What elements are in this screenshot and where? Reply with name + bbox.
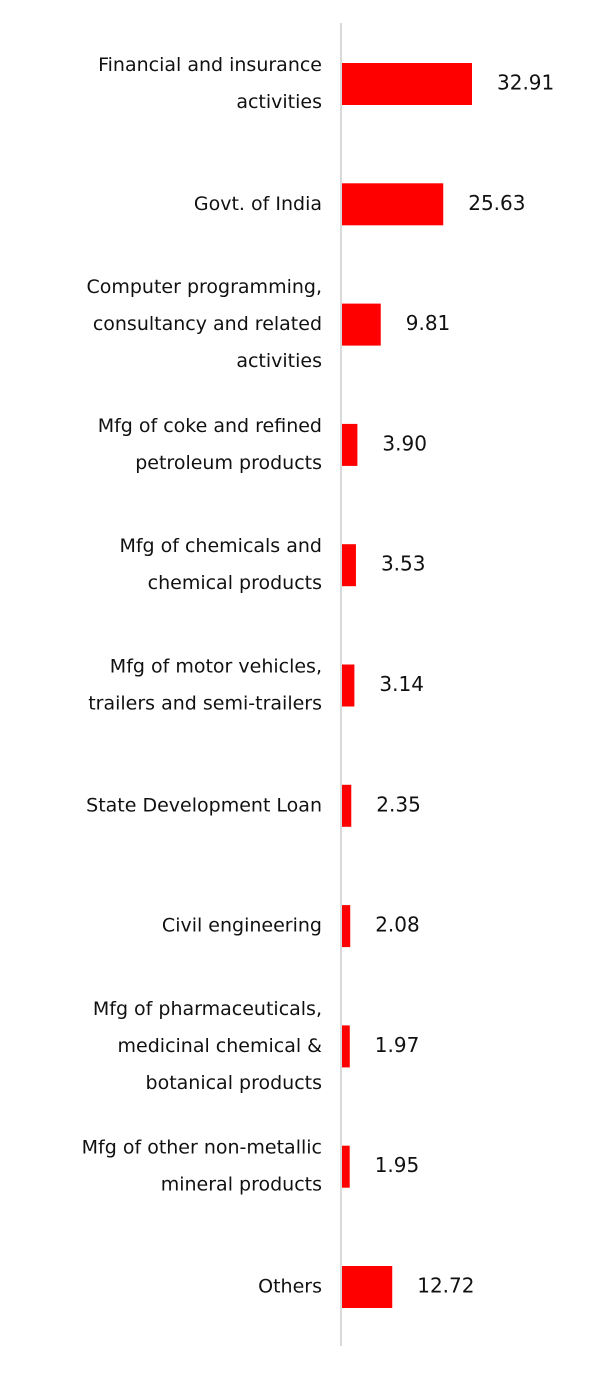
- value-label-5: 3.14: [379, 672, 424, 696]
- value-labels: 32.91 25.63 9.81 3.90 3.53 3.14 2.35 2.08 1.97 1.…: [375, 71, 555, 1298]
- category-label-line: chemical products: [148, 572, 322, 594]
- bar-9: [342, 1145, 350, 1188]
- value-label-7: 2.08: [375, 913, 420, 937]
- category-label-3: Mfg of coke and refined petroleum product…: [98, 415, 322, 474]
- value-label-2: 9.81: [406, 311, 451, 335]
- bars: [342, 63, 472, 1308]
- value-label-10: 12.72: [417, 1274, 474, 1298]
- category-label-line: State Development Loan: [86, 794, 322, 816]
- category-label-6: State Development Loan: [86, 794, 322, 816]
- bar-2: [342, 303, 381, 346]
- category-label-line: activities: [236, 350, 322, 372]
- bar-8: [342, 1025, 350, 1068]
- category-label-line: activities: [236, 91, 322, 113]
- value-label-3: 3.90: [382, 431, 427, 455]
- category-label-line: Mfg of pharmaceuticals,: [93, 998, 322, 1020]
- category-label-line: petroleum products: [135, 452, 322, 474]
- category-label-line: Govt. of India: [194, 193, 322, 215]
- category-label-line: Computer programming,: [86, 276, 322, 298]
- category-label-line: medicinal chemical &: [118, 1035, 323, 1057]
- category-label-9: Mfg of other non-metallic mineral product…: [82, 1137, 322, 1196]
- category-label-line: consultancy and related: [93, 313, 322, 335]
- category-labels: Financial and insurance activities Govt. o…: [82, 54, 323, 1298]
- category-label-line: trailers and semi-trailers: [88, 693, 322, 715]
- category-label-7: Civil engineering: [162, 915, 322, 937]
- category-label-1: Govt. of India: [194, 193, 322, 215]
- category-label-line: botanical products: [146, 1072, 322, 1094]
- category-label-line: Mfg of coke and refined: [98, 415, 322, 437]
- category-label-2: Computer programming, consultancy and rel…: [86, 276, 322, 372]
- bar-0: [342, 63, 472, 105]
- value-label-0: 32.91: [497, 71, 554, 95]
- category-label-10: Others: [258, 1276, 322, 1298]
- category-label-4: Mfg of chemicals and chemical products: [119, 535, 322, 594]
- bar-3: [342, 423, 358, 466]
- category-label-line: Others: [258, 1276, 322, 1298]
- bar-4: [342, 544, 356, 587]
- category-label-0: Financial and insurance activities: [98, 54, 322, 113]
- bar-6: [342, 784, 352, 827]
- category-label-line: Mfg of other non-metallic: [82, 1137, 322, 1159]
- bar-10: [342, 1266, 393, 1308]
- value-label-6: 2.35: [376, 792, 421, 816]
- bar-1: [342, 183, 444, 226]
- category-label-8: Mfg of pharmaceuticals, medicinal chemica…: [93, 998, 322, 1094]
- value-label-4: 3.53: [381, 552, 426, 576]
- value-label-8: 1.97: [375, 1033, 420, 1057]
- category-label-line: Mfg of motor vehicles,: [110, 656, 322, 678]
- category-label-line: Civil engineering: [162, 915, 322, 937]
- category-label-5: Mfg of motor vehicles, trailers and semi-…: [88, 656, 322, 715]
- bar-5: [342, 664, 355, 707]
- value-label-9: 1.95: [375, 1153, 420, 1177]
- category-label-line: Mfg of chemicals and: [119, 535, 322, 557]
- bar-7: [342, 905, 351, 948]
- value-label-1: 25.63: [468, 191, 525, 215]
- category-label-line: Financial and insurance: [98, 54, 322, 76]
- category-label-line: mineral products: [161, 1174, 322, 1196]
